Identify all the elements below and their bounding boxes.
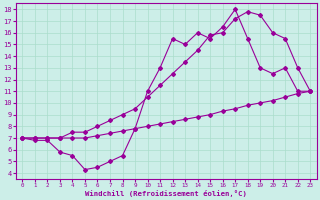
X-axis label: Windchill (Refroidissement éolien,°C): Windchill (Refroidissement éolien,°C) bbox=[85, 190, 247, 197]
